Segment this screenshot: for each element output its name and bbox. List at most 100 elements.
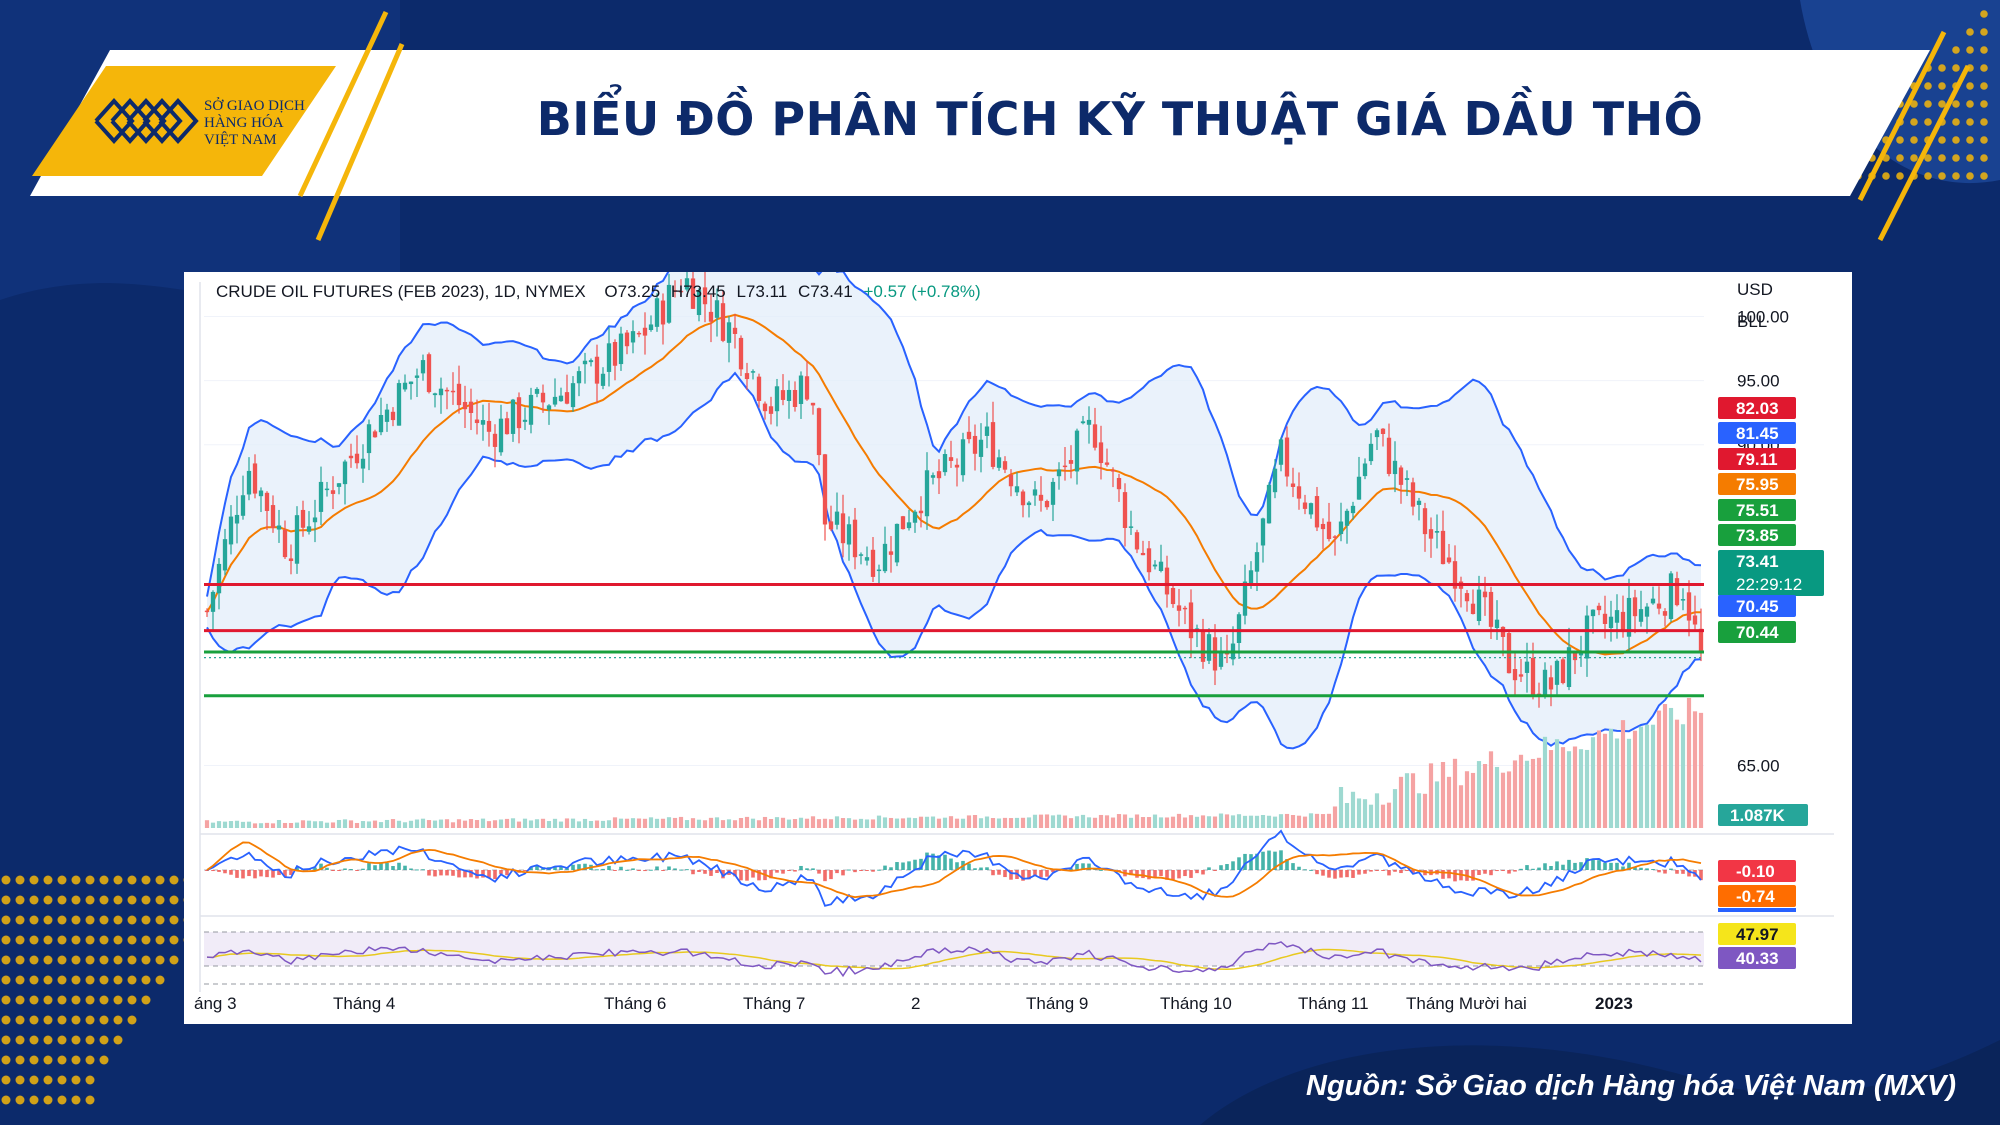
volume-bar xyxy=(384,819,390,828)
dot xyxy=(15,1055,25,1065)
macd-histogram-bar xyxy=(1633,867,1637,870)
candle-body xyxy=(924,470,930,517)
macd-histogram-bar xyxy=(1183,870,1187,877)
candle-body xyxy=(1446,557,1452,563)
macd-histogram-bar xyxy=(523,870,527,871)
price-tag-bg xyxy=(1718,621,1796,643)
macd-histogram-bar xyxy=(337,870,341,871)
candle-body xyxy=(594,356,600,384)
volume-bar xyxy=(1290,815,1296,828)
candle-body xyxy=(870,549,876,577)
volume-bar xyxy=(1362,799,1368,828)
candle-body xyxy=(678,290,684,293)
volume-bar xyxy=(666,817,672,828)
candle-body xyxy=(828,521,834,530)
dot xyxy=(15,1095,25,1105)
candle-body xyxy=(318,481,324,512)
dot xyxy=(99,1055,109,1065)
volume-bar xyxy=(342,819,348,828)
volume-bar xyxy=(1506,771,1512,828)
macd-histogram-bar xyxy=(1627,862,1631,870)
volume-bar xyxy=(1254,815,1260,828)
volume-bar xyxy=(918,816,924,828)
volume-bar xyxy=(1008,818,1014,828)
macd-histogram-bar xyxy=(1231,861,1235,870)
rsi-tag-bg xyxy=(1718,947,1796,969)
volume-bar xyxy=(1314,813,1320,828)
volume-bar xyxy=(1344,802,1350,828)
macd-histogram-bar xyxy=(1045,870,1049,877)
candle-body xyxy=(444,389,450,392)
candle-body xyxy=(942,454,948,473)
volume-bar xyxy=(1644,724,1650,828)
candle-body xyxy=(1362,463,1368,477)
macd-histogram-bar xyxy=(1645,868,1649,870)
candle-body xyxy=(258,490,264,497)
macd-histogram-bar xyxy=(811,868,815,870)
price-tag-label: 70.45 xyxy=(1736,597,1779,616)
candle-body xyxy=(282,529,288,558)
macd-signal-line xyxy=(206,841,1702,899)
macd-histogram-bar xyxy=(223,870,227,874)
candle-body xyxy=(1182,607,1188,610)
dot xyxy=(127,995,137,1005)
macd-histogram-bar xyxy=(595,869,599,871)
dot xyxy=(1980,154,1988,162)
volume-bar xyxy=(1368,804,1374,828)
macd-histogram-bar xyxy=(253,870,257,879)
candle-body xyxy=(822,454,828,525)
candle-body xyxy=(456,383,462,406)
macd-histogram-bar xyxy=(625,869,629,871)
price-tag-label: 70.44 xyxy=(1736,623,1779,642)
macd-histogram-bar xyxy=(1087,863,1091,870)
macd-histogram-bar xyxy=(1177,870,1181,879)
rsi-line xyxy=(206,941,1702,978)
macd-tag-edge xyxy=(1718,908,1796,912)
dot xyxy=(113,1015,123,1025)
dot xyxy=(141,975,151,985)
volume-bar xyxy=(1152,814,1158,828)
dot xyxy=(57,995,67,1005)
candle-body xyxy=(1116,477,1122,490)
macd-histogram-bar xyxy=(1195,870,1199,874)
time-axis-label: Tháng 9 xyxy=(1026,994,1088,1013)
candle-body xyxy=(1560,659,1566,684)
volume-tag-bg xyxy=(1718,804,1808,826)
time-axis-label: Tháng 10 xyxy=(1160,994,1232,1013)
candle-body xyxy=(648,324,654,331)
macd-histogram-bar xyxy=(1579,862,1583,870)
candle-body xyxy=(348,455,354,459)
candle-body xyxy=(1122,492,1128,528)
volume-bar xyxy=(456,819,462,828)
candle-body xyxy=(252,463,258,494)
candle-body xyxy=(276,525,282,530)
volume-bar xyxy=(426,820,432,828)
dot xyxy=(15,1035,25,1045)
candle-body xyxy=(1422,508,1428,535)
candle-body xyxy=(576,371,582,384)
macd-histogram-bar xyxy=(265,870,269,878)
dot xyxy=(169,955,179,965)
volume-bar xyxy=(678,816,684,828)
volume-bar xyxy=(1518,754,1524,828)
dot xyxy=(71,1095,81,1105)
volume-bar xyxy=(1284,813,1290,828)
price-tag-label: 73.85 xyxy=(1736,526,1779,545)
macd-histogram-bar xyxy=(1399,870,1403,874)
dot xyxy=(29,1055,39,1065)
candle-body xyxy=(1566,647,1572,688)
macd-histogram-bar xyxy=(1537,867,1541,870)
volume-bar xyxy=(1038,814,1044,828)
dot xyxy=(71,975,81,985)
macd-histogram-bar xyxy=(1555,861,1559,870)
macd-histogram-bar xyxy=(499,870,503,874)
macd-histogram-bar xyxy=(1141,870,1145,879)
candle-body xyxy=(1026,502,1032,506)
volume-bar xyxy=(948,816,954,828)
volume-bar xyxy=(534,819,540,828)
volume-bar xyxy=(1278,814,1284,828)
volume-bar xyxy=(642,818,648,828)
candle-body xyxy=(210,591,216,612)
dot-pattern-bottom-left xyxy=(1,875,221,1105)
dot xyxy=(43,1075,53,1085)
